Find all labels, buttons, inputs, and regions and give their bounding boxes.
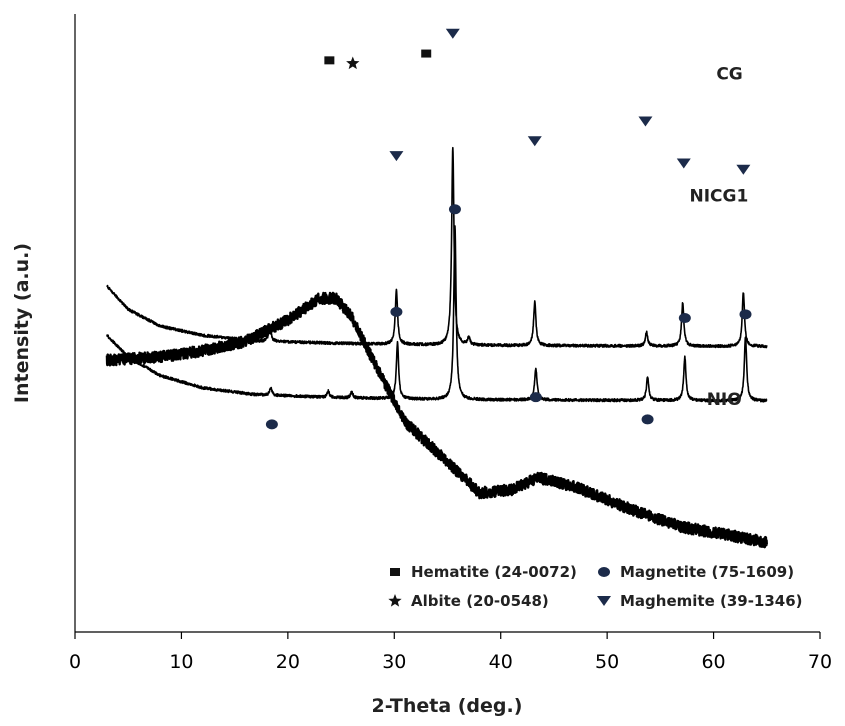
- marker-nio-triangle-down-0: [389, 151, 404, 162]
- marker-nicg1-circle-0: [265, 419, 278, 430]
- x-tick-label-60: 60: [701, 651, 725, 673]
- x-tick-label-70: 70: [808, 651, 832, 673]
- trace-nio: [106, 146, 768, 349]
- x-tick-label-10: 10: [169, 651, 193, 673]
- marker-nio-triangle-down-1: [445, 28, 460, 39]
- peak-markers: [265, 28, 752, 430]
- legend-label-3: Maghemite (39-1346): [620, 592, 803, 610]
- marker-nicg1-circle-5: [678, 313, 691, 324]
- marker-nio-triangle-down-4: [676, 158, 691, 169]
- legend-symbol-square: [390, 568, 400, 576]
- x-tick-label-40: 40: [489, 651, 513, 673]
- marker-nio-triangle-down-5: [736, 164, 751, 175]
- trace-nicg1: [106, 225, 768, 403]
- marker-nio-star-7: [346, 56, 360, 70]
- marker-nicg1-circle-1: [390, 306, 403, 317]
- x-axis-ticks: 0 10 20 30 40 50 60 70: [69, 632, 832, 673]
- series-label-cg: CG: [716, 65, 742, 85]
- marker-nio-triangle-down-3: [638, 116, 653, 127]
- legend-label-0: Hematite (24-0072): [411, 563, 577, 581]
- series-label-nio: NIO: [707, 390, 742, 410]
- marker-nicg1-circle-4: [641, 414, 654, 425]
- x-tick-label-20: 20: [276, 651, 300, 673]
- x-tick-label-30: 30: [382, 651, 406, 673]
- legend: Hematite (24-0072) Magnetite (75-1609) Alb…: [388, 563, 803, 610]
- marker-nicg1-circle-2: [448, 204, 461, 215]
- y-axis-label: Intensity (a.u.): [11, 243, 33, 403]
- marker-nicg1-circle-3: [529, 392, 542, 403]
- x-tick-label-0: 0: [69, 651, 81, 673]
- series-labels: CG NICG1 NIO: [689, 65, 748, 411]
- marker-nicg1-circle-6: [739, 309, 752, 320]
- legend-symbol-triangle-down: [597, 596, 611, 606]
- diffraction-traces: [105, 146, 768, 549]
- legend-label-1: Magnetite (75-1609): [620, 563, 794, 581]
- legend-label-2: Albite (20-0548): [411, 592, 549, 610]
- marker-nio-square-6: [324, 56, 335, 65]
- x-tick-label-50: 50: [595, 651, 619, 673]
- marker-nio-square-8: [421, 49, 432, 58]
- marker-nio-triangle-down-2: [527, 136, 542, 147]
- series-label-nicg1: NICG1: [689, 186, 748, 206]
- x-axis-label: 2-Theta (deg.): [372, 695, 523, 717]
- legend-symbol-circle: [598, 567, 610, 577]
- legend-symbol-star: [388, 594, 402, 607]
- trace-cg: [105, 291, 768, 549]
